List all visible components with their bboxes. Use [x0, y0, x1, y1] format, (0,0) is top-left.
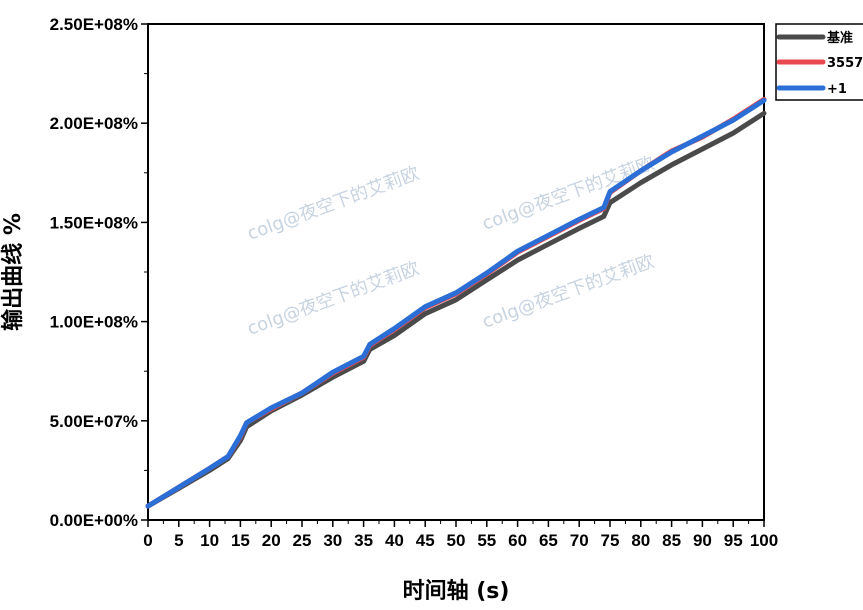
x-tick-label: 0 [143, 531, 152, 550]
x-tick-label: 100 [750, 531, 778, 550]
legend-label-plus1: +1 [827, 82, 847, 97]
y-tick-label: 5.00E+07% [50, 412, 138, 431]
y-tick-label: 0.00E+00% [50, 511, 138, 530]
x-tick-label: 55 [477, 531, 496, 550]
y-axis-title: 输出曲线 % [0, 213, 26, 331]
legend-label-3557: 3557 [827, 56, 863, 71]
x-tick-label: 30 [323, 531, 342, 550]
x-tick-label: 10 [200, 531, 219, 550]
x-tick-label: 80 [631, 531, 650, 550]
x-tick-label: 5 [174, 531, 183, 550]
series-line-1 [145, 96, 767, 509]
legend-label-base: 基准 [826, 30, 853, 46]
series-layer [145, 96, 767, 509]
series-line-2 [145, 97, 767, 509]
watermark-text: colg@夜空下的艾莉欧 [245, 163, 423, 245]
x-tick-label: 35 [354, 531, 373, 550]
x-tick-label: 40 [385, 531, 404, 550]
legend: 基准 3557 +1 [775, 23, 863, 101]
x-tick-label: 90 [693, 531, 712, 550]
y-axis-ticks: 0.00E+00% 5.00E+07% 1.00E+08% 1.50E+08% 2.00… [50, 15, 148, 530]
x-tick-label: 20 [262, 531, 281, 550]
x-tick-label: 95 [724, 531, 743, 550]
x-tick-label: 25 [293, 531, 312, 550]
x-tick-label: 15 [231, 531, 250, 550]
x-tick-label: 45 [416, 531, 435, 550]
x-tick-label: 50 [447, 531, 466, 550]
plot-frame [147, 23, 765, 521]
watermarks: colg@夜空下的艾莉欧 colg@夜空下的艾莉欧 colg@夜空下的艾莉欧 c… [245, 153, 658, 340]
x-tick-label: 75 [601, 531, 620, 550]
x-tick-label: 70 [570, 531, 589, 550]
x-tick-label: 85 [662, 531, 681, 550]
x-axis-title: 时间轴 (s) [403, 578, 510, 604]
y-tick-label: 1.00E+08% [50, 313, 138, 332]
x-tick-label: 65 [539, 531, 558, 550]
x-tick-label: 60 [508, 531, 527, 550]
y-tick-label: 1.50E+08% [50, 213, 138, 232]
series-line-0 [145, 110, 767, 509]
y-tick-label: 2.00E+08% [50, 114, 138, 133]
y-tick-label: 2.50E+08% [50, 15, 138, 34]
x-axis-ticks: 0 5 10 15 20 25 30 35 40 45 50 55 60 65 70 75 80 85 90 95 10… [143, 520, 778, 550]
